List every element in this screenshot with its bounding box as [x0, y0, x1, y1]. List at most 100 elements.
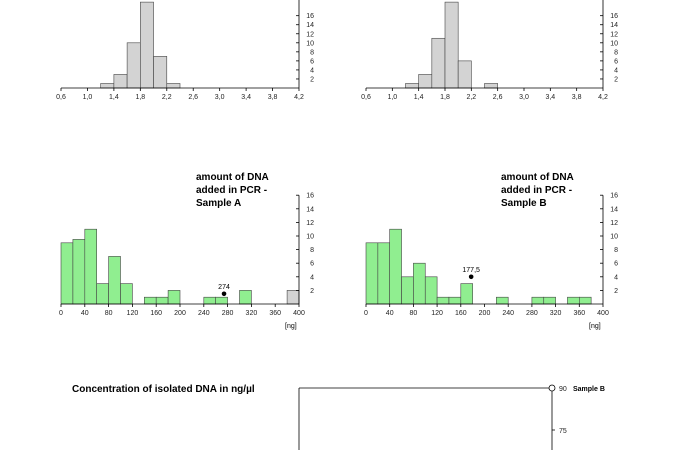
histogram-bar	[167, 290, 181, 305]
histogram-bar	[140, 1, 154, 89]
histogram-bar	[239, 290, 252, 305]
x-tick-label: 0	[59, 310, 63, 317]
x-tick-label: 3,8	[572, 94, 582, 101]
y-tick-label: 6	[614, 261, 618, 268]
axes-top-right: 0,6 1,0 1,4 1,8 2,2 2,6 3,0 3,4 3,8 4,2 2 4 6 8 10 12 14…	[361, 0, 618, 101]
y-tick-label: 2	[310, 76, 314, 83]
y-tick-label: 10	[610, 40, 618, 47]
histogram-bar	[578, 296, 592, 305]
x-tick-label: 400	[597, 310, 609, 317]
x-tick-label: 160	[150, 310, 162, 317]
histogram-bar	[60, 242, 74, 305]
concentration-chart: Concentration of isolated DNA in ng/µl 9…	[72, 384, 605, 450]
histogram-bar	[389, 228, 402, 305]
bars-sample-a	[60, 228, 300, 305]
histogram-bar	[166, 83, 181, 89]
x-tick-label: 4,2	[598, 94, 608, 101]
xlabel-sample-a: [ng]	[285, 323, 297, 330]
x-tick-label: 360	[269, 310, 281, 317]
y-tick-label: 8	[614, 49, 618, 56]
y-tick-label: 8	[614, 247, 618, 254]
bars-top-right	[405, 1, 498, 89]
x-tick-label: 40	[81, 310, 89, 317]
histogram-bar	[457, 60, 472, 89]
y-tick-label: 4	[614, 274, 618, 281]
y-tick-label: 16	[610, 193, 618, 200]
y-tick-label: 14	[306, 206, 314, 213]
x-tick-label: 200	[174, 310, 186, 317]
histogram-bar	[418, 74, 433, 89]
histogram-bar	[108, 256, 121, 305]
histogram-bar	[401, 276, 414, 305]
y-tick-label: 16	[610, 13, 618, 20]
marker-label: 177,5	[462, 267, 480, 274]
x-tick-label: 3,4	[545, 94, 555, 101]
y-tick-label: 12	[610, 31, 618, 38]
histogram-bar	[203, 296, 217, 305]
x-tick-label: 280	[222, 310, 234, 317]
histogram-bar	[100, 83, 115, 89]
title-line-3: Sample B	[501, 198, 547, 209]
xlabel-sample-b: [ng]	[589, 323, 601, 330]
bars-sample-b	[365, 228, 592, 305]
x-tick-label: 3,4	[241, 94, 251, 101]
title-line-1: amount of DNA	[501, 172, 574, 183]
x-tick-label: 1,0	[83, 94, 93, 101]
histogram-bar	[84, 228, 98, 305]
x-tick-label: 0	[364, 310, 368, 317]
histogram-bar	[567, 296, 580, 305]
histogram-bar	[144, 296, 157, 305]
histogram-sample-b: amount of DNA added in PCR - Sample B 0 4…	[364, 172, 618, 330]
marker-dot	[468, 274, 474, 280]
x-tick-label: 2,2	[466, 94, 476, 101]
x-tick-label: 120	[127, 310, 139, 317]
y-tick-label: 2	[614, 76, 618, 83]
x-tick-label: 240	[198, 310, 210, 317]
x-tick-label: 360	[573, 310, 585, 317]
y-tick-label: 2	[310, 288, 314, 295]
histogram-bar	[496, 296, 509, 305]
histogram-bar	[431, 37, 446, 89]
y-tick-label: 16	[306, 193, 314, 200]
x-tick-label: 3,0	[215, 94, 225, 101]
y-tick-label: 4	[614, 67, 618, 74]
x-tick-label: 120	[431, 310, 443, 317]
histogram-bar	[72, 239, 86, 305]
x-tick-label: 4,2	[294, 94, 304, 101]
x-tick-label: 2,6	[493, 94, 503, 101]
histogram-bar	[155, 296, 169, 305]
marker-sample-b: 177,5	[462, 267, 480, 280]
tick-label-90: 90	[559, 386, 567, 393]
y-tick-label: 14	[610, 22, 618, 29]
histogram-bar	[286, 290, 300, 305]
bars-top-left	[100, 1, 181, 89]
x-tick-label: 1,4	[414, 94, 424, 101]
marker-label: 274	[218, 284, 230, 291]
y-tick-label: 10	[306, 234, 314, 241]
x-tick-label: 200	[479, 310, 491, 317]
histogram-sample-a: amount of DNA added in PCR - Sample A 0 4…	[59, 172, 314, 330]
histogram-bar	[215, 296, 228, 305]
histogram-bar	[448, 296, 462, 305]
histogram-bar	[413, 262, 426, 305]
x-tick-label: 1,0	[387, 94, 397, 101]
x-tick-label: 0,6	[56, 94, 66, 101]
axes-top-left: 0,6 1,0 1,4 1,8 2,2 2,6 3,0 3,4 3,8 4,2 2 4 6 8 10 12 14…	[56, 0, 314, 101]
x-tick-label: 400	[293, 310, 305, 317]
x-tick-label: 80	[410, 310, 418, 317]
histogram-bar	[484, 83, 498, 89]
histogram-top-left: 0,6 1,0 1,4 1,8 2,2 2,6 3,0 3,4 3,8 4,2 2 4 6 8 10 12 14…	[56, 0, 314, 101]
y-tick-label: 14	[610, 206, 618, 213]
x-tick-label: 0,6	[361, 94, 371, 101]
histogram-bar	[405, 83, 419, 89]
marker-sample-a: 274	[218, 284, 230, 297]
title-line-1: amount of DNA	[196, 172, 269, 183]
axes-sample-a: 0 40 80 120 160 200 240 280 320 360 400 2 4 6 8 10 12 14 1…	[59, 193, 314, 317]
x-tick-label: 40	[386, 310, 394, 317]
series-label-sample-b: Sample B	[573, 386, 605, 393]
x-tick-label: 80	[105, 310, 113, 317]
y-tick-label: 8	[310, 247, 314, 254]
y-tick-label: 14	[306, 22, 314, 29]
x-tick-label: 160	[455, 310, 467, 317]
x-tick-label: 1,8	[440, 94, 450, 101]
